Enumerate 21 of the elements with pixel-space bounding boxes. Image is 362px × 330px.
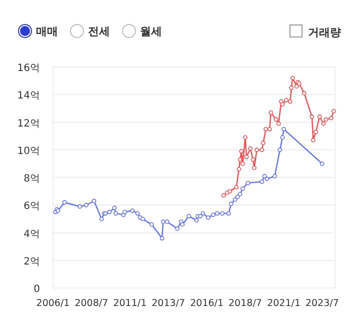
x-tick-label: 2018/7 <box>228 298 262 309</box>
y-tick-label: 6억 <box>24 201 40 212</box>
x-tick-label: 2011/1 <box>113 298 147 309</box>
y-tick-label: 12억 <box>17 118 40 130</box>
text: 거래량 <box>308 26 341 39</box>
text: 월세 <box>140 25 162 38</box>
x-tick-label: 2023/7 <box>305 298 339 309</box>
y-tick-label: 2억 <box>24 256 40 268</box>
x-tick-label: 2021/1 <box>267 298 300 309</box>
text: 전세 <box>88 25 110 38</box>
y-tick-label: 4억 <box>24 228 40 240</box>
y-tick-label: 16억 <box>17 63 40 74</box>
text: 매매 <box>36 25 58 38</box>
x-tick-label: 2016/1 <box>190 298 224 309</box>
y-tick-label: 14억 <box>17 90 40 102</box>
y-tick-label: 0 <box>34 284 40 295</box>
y-tick-label: 8억 <box>24 174 40 184</box>
x-tick-label: 2013/7 <box>152 298 186 309</box>
y-tick-label: 10억 <box>17 146 40 157</box>
x-tick-label: 2008/7 <box>74 298 108 309</box>
x-tick-label: 2006/1 <box>36 298 70 309</box>
